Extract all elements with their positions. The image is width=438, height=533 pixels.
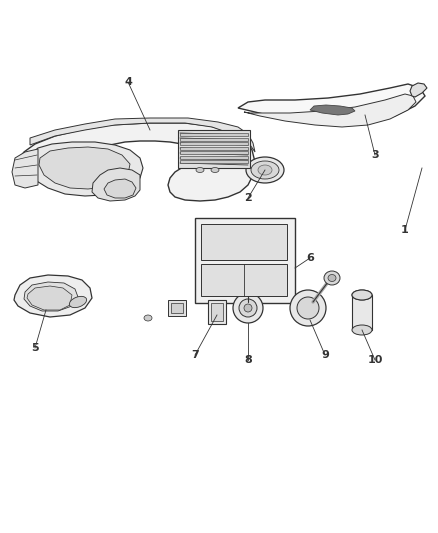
Polygon shape bbox=[244, 94, 416, 127]
Bar bbox=[208, 300, 226, 324]
Text: 6: 6 bbox=[306, 253, 314, 263]
Bar bbox=[168, 300, 186, 316]
Polygon shape bbox=[92, 168, 140, 201]
Text: 9: 9 bbox=[321, 350, 329, 360]
Bar bbox=[201, 264, 287, 296]
Bar bbox=[180, 142, 248, 145]
Ellipse shape bbox=[258, 165, 272, 175]
Text: 2: 2 bbox=[244, 193, 252, 203]
Polygon shape bbox=[238, 84, 425, 124]
Polygon shape bbox=[14, 275, 92, 317]
Bar bbox=[180, 160, 248, 163]
Ellipse shape bbox=[69, 296, 87, 308]
Bar bbox=[180, 133, 248, 136]
Bar bbox=[352, 295, 372, 330]
Bar bbox=[180, 156, 248, 158]
Ellipse shape bbox=[328, 274, 336, 281]
Ellipse shape bbox=[297, 297, 319, 319]
Ellipse shape bbox=[246, 157, 284, 183]
Ellipse shape bbox=[352, 290, 372, 300]
Ellipse shape bbox=[211, 167, 219, 173]
Ellipse shape bbox=[290, 290, 326, 326]
Polygon shape bbox=[104, 179, 136, 198]
Ellipse shape bbox=[239, 299, 257, 317]
Polygon shape bbox=[27, 286, 72, 310]
Text: 5: 5 bbox=[31, 343, 39, 353]
Bar bbox=[178, 130, 250, 168]
Ellipse shape bbox=[324, 271, 340, 285]
Polygon shape bbox=[410, 83, 427, 97]
Ellipse shape bbox=[144, 315, 152, 321]
Text: 10: 10 bbox=[367, 355, 383, 365]
Bar bbox=[180, 138, 248, 141]
Ellipse shape bbox=[352, 290, 372, 300]
Polygon shape bbox=[12, 149, 38, 188]
Bar bbox=[201, 224, 287, 260]
Text: 1: 1 bbox=[401, 225, 409, 235]
Polygon shape bbox=[39, 147, 130, 189]
Text: 7: 7 bbox=[191, 350, 199, 360]
Ellipse shape bbox=[196, 167, 204, 173]
Polygon shape bbox=[310, 105, 355, 115]
Ellipse shape bbox=[251, 161, 279, 179]
Bar bbox=[195, 218, 295, 303]
Ellipse shape bbox=[233, 293, 263, 323]
Polygon shape bbox=[30, 118, 255, 152]
Text: 4: 4 bbox=[124, 77, 132, 87]
Polygon shape bbox=[27, 142, 143, 196]
Bar bbox=[171, 303, 183, 313]
Bar bbox=[180, 147, 248, 149]
Text: 8: 8 bbox=[244, 355, 252, 365]
Ellipse shape bbox=[352, 325, 372, 335]
Bar bbox=[180, 151, 248, 154]
Bar bbox=[211, 303, 223, 321]
Polygon shape bbox=[24, 282, 78, 311]
Text: 3: 3 bbox=[371, 150, 379, 160]
Ellipse shape bbox=[244, 304, 252, 312]
Polygon shape bbox=[15, 123, 255, 201]
